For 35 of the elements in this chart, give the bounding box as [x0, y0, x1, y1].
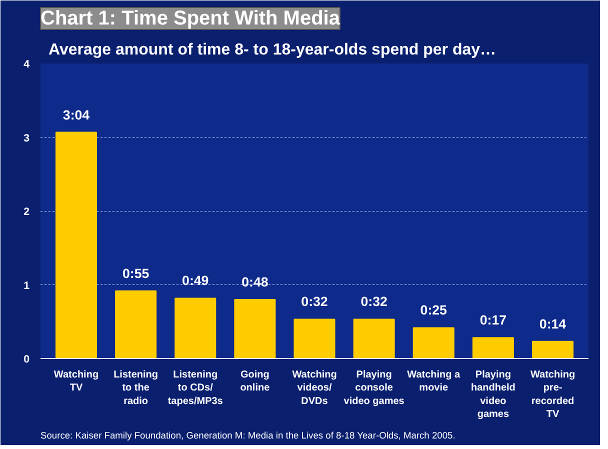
bar [174, 298, 216, 358]
y-tick-label: 3 [24, 132, 30, 144]
bar [532, 340, 574, 358]
data-label: 0:32 [360, 294, 388, 310]
data-label: 3:04 [62, 107, 90, 122]
x-tick-label: Playing handheld video games [470, 370, 516, 420]
bar [115, 290, 157, 358]
x-tick-label: Watching videos/ DVDs [292, 370, 337, 407]
data-label: 0:48 [242, 274, 268, 290]
bar [55, 132, 97, 358]
bar [412, 327, 454, 358]
bar [472, 337, 514, 358]
data-label: 0:55 [122, 266, 150, 281]
source-note: Source: Kaiser Family Foundation, Generation M: Media in the Lives of 8-18 Year-Olds, March 2005. [40, 430, 456, 440]
x-tick-label: Watching pre- recorded TV [530, 370, 576, 420]
chart-subtitle: Average amount of time 8- to 18-year-olds spend per day… [48, 42, 496, 58]
y-tick-label: 1 [24, 280, 30, 292]
chart-title: Chart 1: Time Spent With Media [40, 8, 341, 30]
x-tick-label: Watching TV [54, 370, 99, 394]
x-tick-label: Watching a movie [407, 370, 461, 394]
data-label: 0:25 [420, 302, 448, 318]
x-tick-label: Playing console video games [344, 370, 405, 407]
y-tick-label: 2 [24, 206, 30, 218]
data-label: 0:17 [480, 312, 507, 328]
x-tick-label: Going online [240, 370, 270, 394]
data-label: 0:49 [182, 273, 209, 288]
bar [294, 318, 336, 358]
data-label: 0:32 [301, 294, 328, 310]
x-tick-label: Listening to the radio [114, 370, 158, 407]
y-tick-label: 4 [24, 58, 30, 70]
bar [353, 318, 395, 358]
x-tick-label: Listening to CDs/ tapes/MP3s [168, 370, 224, 407]
y-tick-label: 0 [24, 354, 30, 366]
data-label: 0:14 [539, 316, 567, 332]
bar [234, 299, 276, 358]
